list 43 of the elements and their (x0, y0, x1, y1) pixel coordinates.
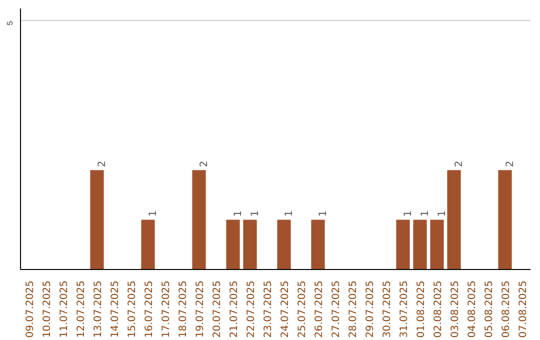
x-tick-label: 31.07.2025 (399, 280, 410, 338)
x-tick-label: 14.07.2025 (110, 280, 121, 338)
x-tick-label: 23.07.2025 (263, 280, 274, 338)
x-tick-label: 05.08.2025 (484, 280, 495, 338)
x-tick-label: 03.08.2025 (450, 280, 461, 338)
x-tick-label: 18.07.2025 (178, 280, 189, 338)
x-tick-label: 16.07.2025 (144, 280, 155, 338)
x-tick-label: 29.07.2025 (365, 280, 376, 338)
x-tick-label: 25.07.2025 (297, 280, 308, 338)
x-tick-label: 04.08.2025 (467, 280, 478, 338)
x-tick-label: 06.08.2025 (501, 280, 512, 338)
data-label: 1 (284, 210, 295, 217)
data-label: 1 (233, 210, 244, 217)
data-label: 1 (437, 210, 448, 217)
x-tick-label: 17.07.2025 (161, 280, 172, 338)
x-tick-label: 13.07.2025 (93, 280, 104, 338)
x-tick-label: 28.07.2025 (348, 280, 359, 338)
x-tick-label: 30.07.2025 (382, 280, 393, 338)
data-label: 1 (250, 210, 261, 217)
x-tick-label: 11.07.2025 (59, 280, 70, 338)
data-label: 2 (97, 160, 108, 168)
data-label: 1 (148, 210, 159, 217)
data-label: 2 (505, 160, 516, 168)
x-tick-label: 19.07.2025 (195, 280, 206, 338)
data-label: 2 (199, 160, 210, 168)
x-tick-label: 12.07.2025 (76, 280, 87, 338)
x-tick-label: 01.08.2025 (416, 280, 427, 338)
data-label: 2 (454, 160, 465, 168)
data-label: 1 (318, 210, 329, 217)
x-tick-label: 07.08.2025 (518, 280, 529, 338)
x-tick-label: 02.08.2025 (433, 280, 444, 338)
x-tick-label: 09.07.2025 (25, 280, 36, 338)
x-tick-label: 24.07.2025 (280, 280, 291, 338)
x-tick-label: 26.07.2025 (314, 280, 325, 338)
data-label: 1 (403, 210, 414, 217)
x-tick-label: 10.07.2025 (42, 280, 53, 338)
x-tick-label: 27.07.2025 (331, 280, 342, 338)
data-label: 1 (420, 210, 431, 217)
x-tick-label: 20.07.2025 (212, 280, 223, 338)
x-tick-label: 15.07.2025 (127, 280, 138, 338)
y-tick-label: 5 (6, 20, 14, 26)
x-tick-label: 22.07.2025 (246, 280, 257, 338)
x-tick-label: 21.07.2025 (229, 280, 240, 338)
